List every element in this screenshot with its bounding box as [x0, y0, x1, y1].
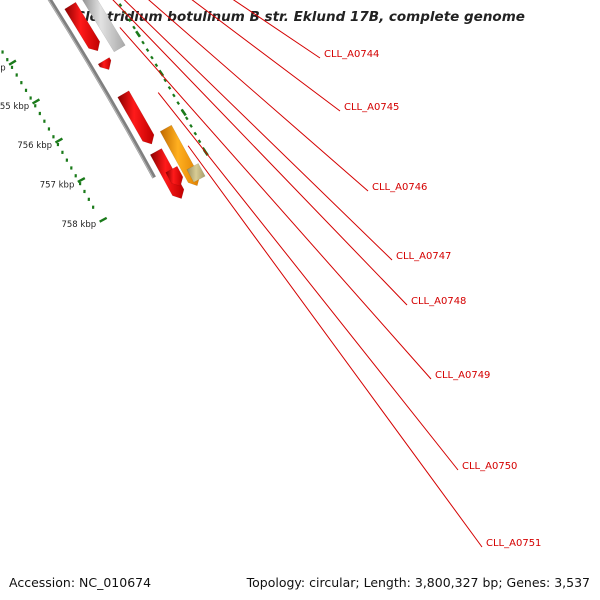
cds-arrow [64, 1, 101, 52]
gene-label: CLL_A0747 [396, 251, 451, 262]
features [64, 0, 206, 199]
gene-label: CLL_A0749 [435, 370, 490, 381]
outer-tick [141, 40, 145, 45]
ruler-label: 755 kbp [0, 102, 29, 112]
outer-tick [197, 139, 202, 144]
cds-arrow [117, 90, 155, 145]
gene-label: CLL_A0750 [462, 461, 517, 472]
outer-tick [163, 78, 167, 83]
gene-leader-line [232, 0, 321, 59]
gene-leader-line [123, 0, 393, 261]
gene-label: CLL_A0746 [372, 182, 427, 193]
gene-leader-line [148, 0, 369, 192]
gene-label: CLL_A0751 [486, 538, 541, 549]
outer-tick [176, 101, 180, 106]
gene-label: CLL_A0748 [411, 296, 466, 307]
feature-arrow-tan [186, 163, 206, 183]
outer-tick [184, 116, 189, 121]
outer-tick [167, 85, 172, 90]
outer-major-tick [180, 109, 187, 117]
gene-leader-line [157, 92, 459, 471]
gene-label: CLL_A0745 [344, 102, 399, 113]
backbone-highlight [47, 0, 154, 179]
outer-tick [154, 63, 159, 68]
outer-tick [172, 93, 176, 98]
gene-leader-line [191, 0, 341, 112]
ruler-major-tick [99, 216, 108, 223]
ruler-label: 757 kbp [40, 180, 75, 190]
ruler-label: 754 kbp [0, 63, 6, 73]
map-title: Clostridium botulinum B str. Eklund 17B,… [75, 9, 525, 25]
outer-major-tick [135, 30, 142, 38]
outer-tick [132, 25, 136, 30]
outer-tick [145, 48, 150, 53]
accession-text: Accession: NC_010674 [9, 575, 152, 590]
ruler-label: 758 kbp [61, 220, 96, 230]
gene-leader-line [119, 27, 432, 380]
gene-leader-line [112, 0, 408, 306]
gene-labels: CLL_A0744 CLL_A0745 CLL_A0746 CLL_A0747 CLL_… [112, 0, 541, 549]
outer-tick [189, 124, 193, 128]
feature-arrow-grey [82, 0, 126, 53]
outer-tick [193, 131, 198, 136]
gene-label: CLL_A0744 [324, 49, 379, 60]
ruler-labels: 750 kbp751 kbp752 kbp753 kbp754 kbp755 k… [0, 63, 96, 230]
ruler-ticks [1, 50, 108, 223]
backbone-line [47, 0, 156, 179]
cds-arrow [165, 165, 184, 187]
outer-tick [127, 18, 132, 22]
gene-leader-line [187, 145, 483, 548]
ruler-major-tick [77, 177, 86, 184]
ruler-label: 756 kbp [17, 141, 52, 151]
outer-tick [150, 55, 154, 60]
ruler-major-tick [31, 98, 41, 105]
outer-tick [118, 3, 123, 8]
backbone [47, 0, 156, 179]
ruler-major-tick [8, 59, 17, 66]
ruler-major-tick [54, 137, 64, 144]
cds-arrow [97, 57, 112, 70]
genome-summary-text: Topology: circular; Length: 3,800,327 bp… [246, 575, 590, 590]
